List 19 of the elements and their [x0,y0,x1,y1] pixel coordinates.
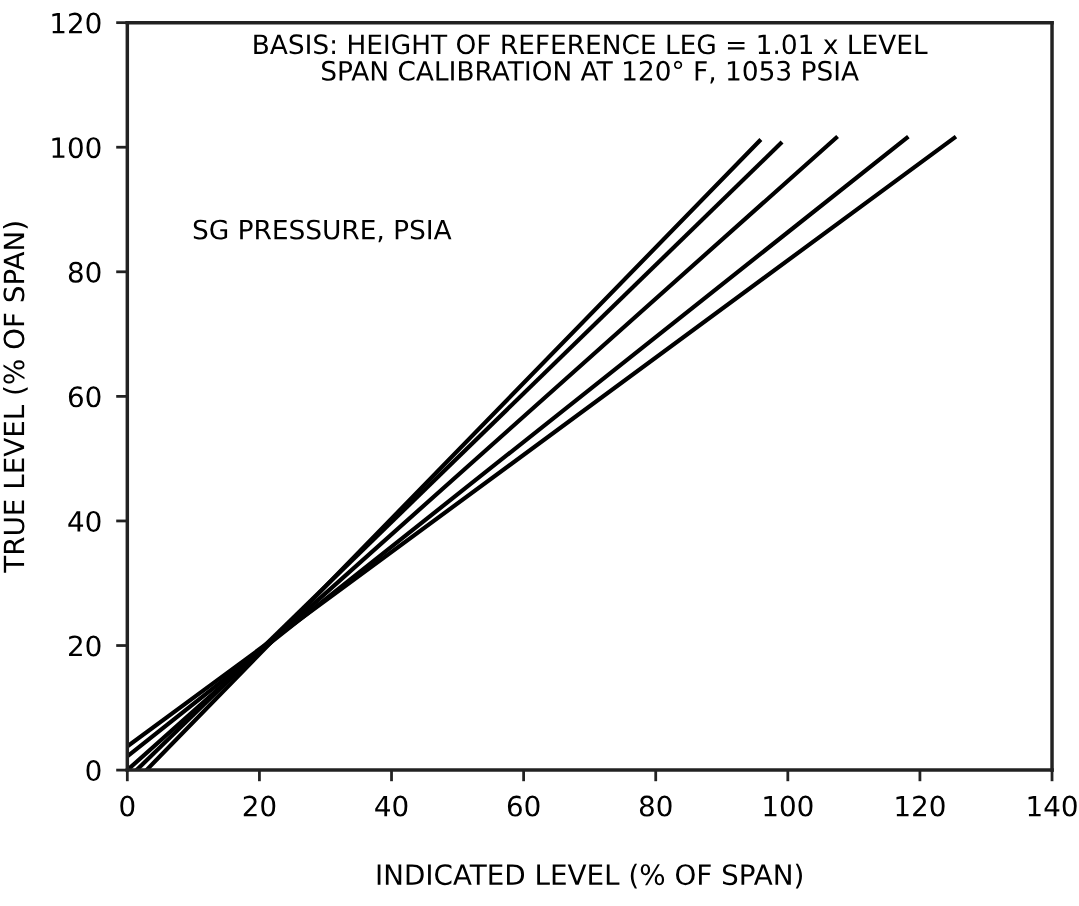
x-tick-label: 0 [120,795,135,817]
y-tick-label: 80 [68,261,101,283]
y-tick-label: 20 [69,635,101,657]
y-tick-label: 60 [68,386,101,408]
x-tick-label: 140 [1028,795,1077,817]
annotation: BASIS: HEIGHT OF REFERENCE LEG = 1.01 x LEVEL SPAN CALIBRATION AT 120° F, 1053 PSIA [254,34,928,84]
x-tick-label: 40 [375,795,408,817]
x-tick-label: 100 [764,795,813,817]
y-tick-label: 0 [86,760,101,782]
x-tick-label: 80 [639,795,672,817]
x-tick-label: 20 [243,795,276,817]
y-tick-label: 100 [52,137,101,159]
x-axis-title: INDICATED LEVEL (% OF SPAN) [377,863,802,889]
y-axis-title: TRUE LEVEL (% OF SPAN) [3,222,28,573]
x-tick-label: 60 [507,795,540,817]
y-tick-label: 40 [68,510,101,532]
y-tick-label: 120 [52,12,101,34]
x-tick-label: 120 [896,795,945,817]
annotation: SG PRESSURE, PSIA [193,219,452,243]
